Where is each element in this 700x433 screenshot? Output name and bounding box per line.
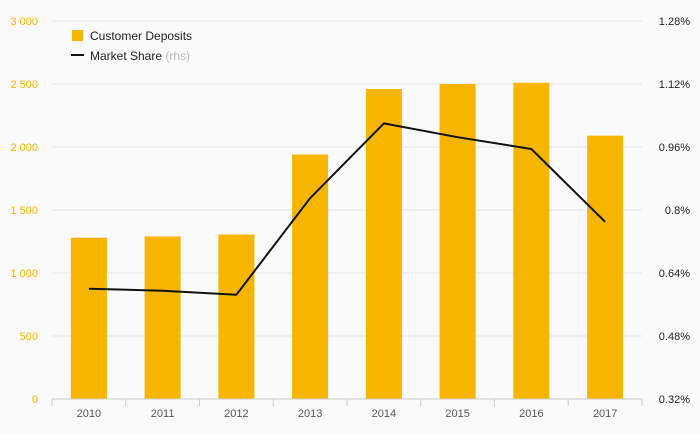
legend-label-market-share: Market Share (rhs) (90, 49, 190, 63)
market-share-line (88, 122, 606, 296)
y-left-tick-label: 2 000 (10, 142, 38, 154)
x-tick-label: 2011 (151, 408, 175, 420)
y-left-tick-label: 2 500 (10, 79, 38, 91)
axes: 2010 2011 2012 2013 2014 2015 2016 2017 0 500 1 00… (10, 16, 690, 420)
y-right-tick-label: 1.12% (659, 79, 690, 91)
legend-label-customer-deposits: Customer Deposits (90, 29, 192, 43)
x-tick-label: 2010 (77, 408, 101, 420)
y-left-tick-label: 500 (20, 331, 38, 343)
bar-2017 (587, 135, 624, 399)
bar-2013 (292, 154, 329, 399)
y-right-tick-label: 1.28% (659, 16, 690, 28)
bar-2012 (218, 234, 255, 399)
y-right-tick-label: 0.64% (659, 268, 690, 280)
y-left-tick-label: 1 500 (10, 205, 38, 217)
y-right-tick-label: 0.96% (659, 142, 690, 154)
x-tick-label: 2017 (593, 408, 617, 420)
y-left-tick-label: 1 000 (10, 268, 38, 280)
bar-2016 (513, 82, 550, 400)
bar-2015 (439, 84, 476, 399)
bar-series (70, 82, 624, 400)
y-right-tick-label: 0.32% (659, 394, 690, 406)
y-right-tick-label: 0.48% (659, 331, 690, 343)
x-tick-label: 2014 (372, 408, 396, 420)
x-tick-label: 2012 (224, 408, 248, 420)
bar-2011 (144, 236, 181, 399)
y-left-tick-label: 3 000 (10, 16, 38, 28)
x-tick-label: 2016 (519, 408, 543, 420)
y-right-tick-label: 0.8% (665, 205, 690, 217)
legend-swatch-customer-deposits (72, 30, 83, 41)
x-tick-label: 2013 (298, 408, 322, 420)
legend: Customer Deposits Market Share (rhs) (71, 29, 192, 63)
bar-2014 (365, 89, 402, 399)
bar-2010 (70, 237, 107, 399)
x-tick-label: 2015 (445, 408, 469, 420)
line-series (88, 122, 606, 296)
legend-label-rhs: (rhs) (165, 49, 190, 63)
y-left-tick-label: 0 (32, 394, 38, 406)
gridlines (52, 20, 642, 337)
